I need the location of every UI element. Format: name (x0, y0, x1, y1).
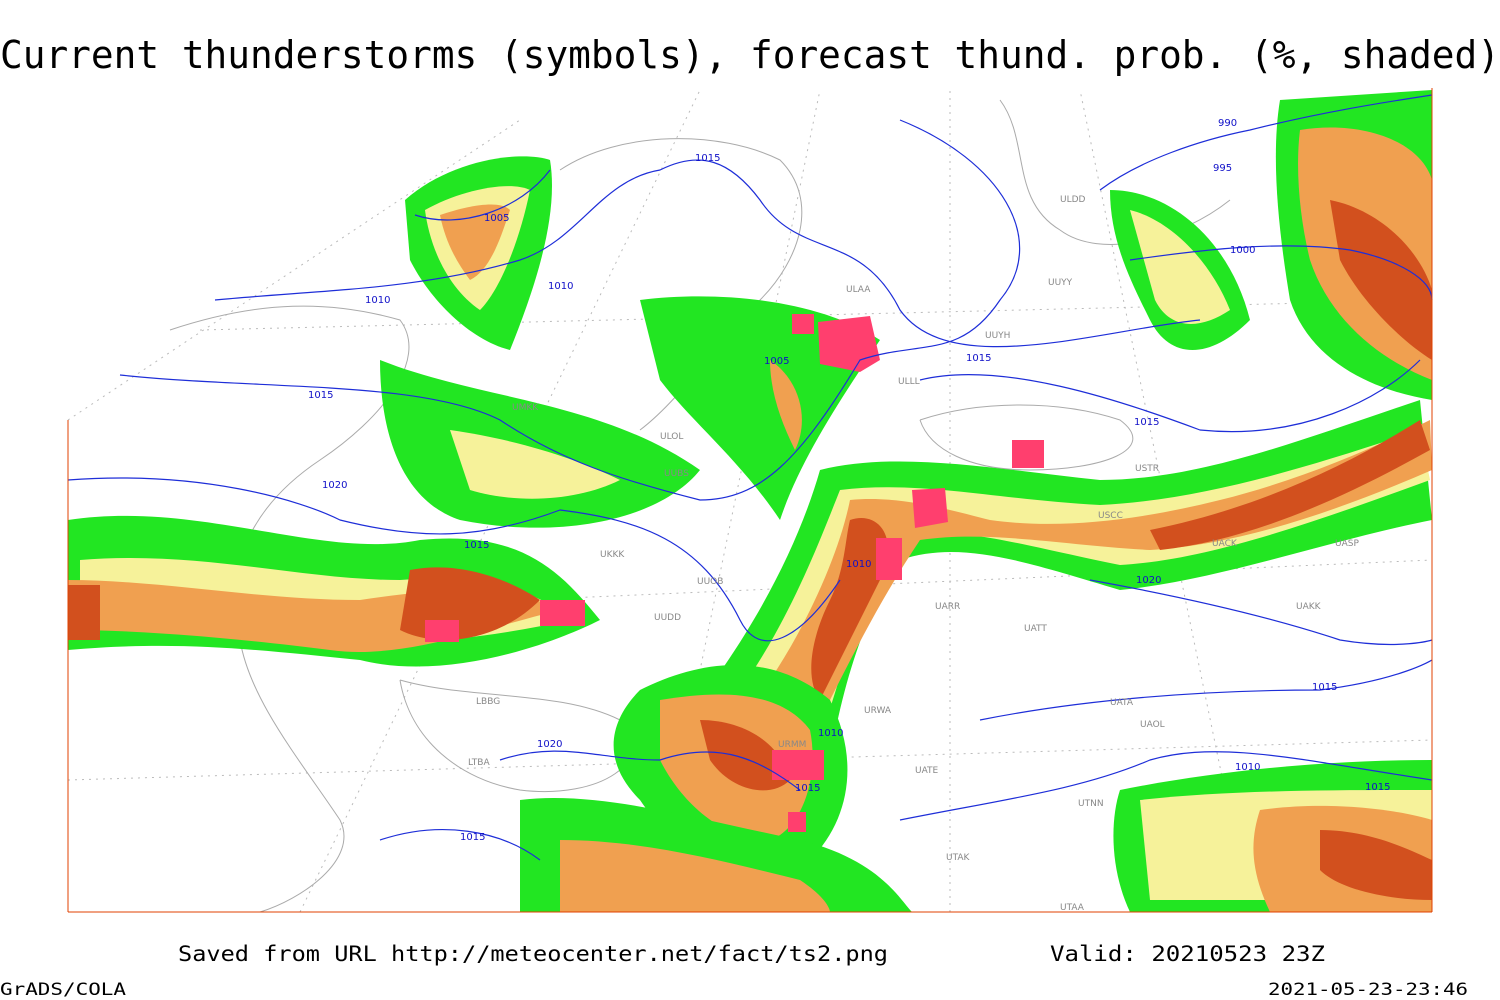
isobar-labels: 1005 1010 1015 1020 1015 1010 1015 1010 … (308, 118, 1390, 843)
station-label: LBBG (476, 697, 500, 707)
station-label: UTAA (1060, 903, 1085, 913)
station-label: UATE (915, 766, 939, 776)
isobar-label: 1015 (795, 783, 820, 794)
storm-symbol (876, 538, 902, 580)
isobar-label: 1010 (548, 281, 573, 292)
station-label: UUDD (654, 613, 681, 623)
station-label: UAKK (1296, 602, 1322, 612)
station-label: UKKK (600, 550, 625, 560)
isobar-label: 1005 (484, 213, 509, 224)
isobar-label: 1005 (764, 356, 789, 367)
station-label: USTR (1135, 464, 1159, 474)
source-url: Saved from URL http://meteocenter.net/fa… (178, 942, 888, 966)
station-label: ULLL (898, 377, 920, 387)
isobar-label: 1015 (966, 353, 991, 364)
station-label: ULDD (1060, 195, 1086, 205)
station-label: UASP (1335, 539, 1359, 549)
storm-symbol (792, 314, 814, 334)
map-area: 1005 1010 1015 1020 1015 1010 1015 1010 … (67, 88, 1433, 913)
station-label: LTBA (468, 758, 490, 768)
isobar-label: 990 (1218, 118, 1237, 129)
isobar-label: 1020 (537, 739, 562, 750)
isobar-label: 1020 (322, 480, 347, 491)
isobar-label: 1015 (1134, 417, 1159, 428)
station-label: UATT (1024, 624, 1047, 634)
storm-symbol (540, 600, 585, 626)
isobar-label: 1015 (1312, 682, 1337, 693)
station-label: UMKK (512, 403, 539, 413)
station-label: UACK (1212, 539, 1238, 549)
station-label: UAOL (1140, 720, 1165, 730)
station-label: UUYH (985, 331, 1010, 341)
storm-symbol (425, 620, 459, 642)
storm-symbol (772, 750, 824, 780)
isobar-label: 1020 (1136, 575, 1161, 586)
station-label: URWA (864, 706, 892, 716)
isobars (67, 94, 1433, 861)
isobar-label: 1015 (464, 540, 489, 551)
isobar-label: 1015 (1365, 782, 1390, 793)
storm-symbol (818, 316, 880, 372)
isobar-label: 1000 (1230, 245, 1255, 256)
credit: GrADS/COLA (0, 980, 126, 1000)
station-label: ULOL (660, 432, 683, 442)
station-label: UUBS (664, 469, 689, 479)
storm-symbol (1012, 440, 1044, 468)
isobar-label: 1015 (308, 390, 333, 401)
station-label: ULAA (846, 285, 871, 295)
isobar-label: 1010 (818, 728, 843, 739)
station-label: UTAK (946, 853, 971, 863)
isobar-label: 1010 (365, 295, 390, 306)
storm-symbol (788, 812, 806, 832)
station-label: USCC (1098, 511, 1123, 521)
isobar-label: 1010 (1235, 762, 1260, 773)
valid-time: Valid: 20210523 23Z (1050, 942, 1325, 966)
station-label: UATA (1110, 698, 1134, 708)
title: Current thunderstorms (symbols), forecas… (0, 33, 1500, 77)
isobar-label: 1015 (460, 832, 485, 843)
timestamp: 2021-05-23-23:46 (1268, 980, 1468, 1000)
isobar-label: 1015 (695, 153, 720, 164)
station-label: UUOB (697, 577, 723, 587)
isobar-label: 995 (1213, 163, 1232, 174)
station-labels: UMKK ULOL UUBS UKKK UUOB UUDD UARR UATT … (468, 195, 1359, 913)
storm-symbol (912, 488, 948, 528)
station-label: UARR (935, 602, 960, 612)
probability-shading (68, 90, 1432, 912)
station-label: UUYY (1048, 278, 1073, 288)
station-label: UTNN (1078, 799, 1104, 809)
isobar-label: 1010 (846, 559, 871, 570)
station-label: URMM (778, 740, 806, 750)
